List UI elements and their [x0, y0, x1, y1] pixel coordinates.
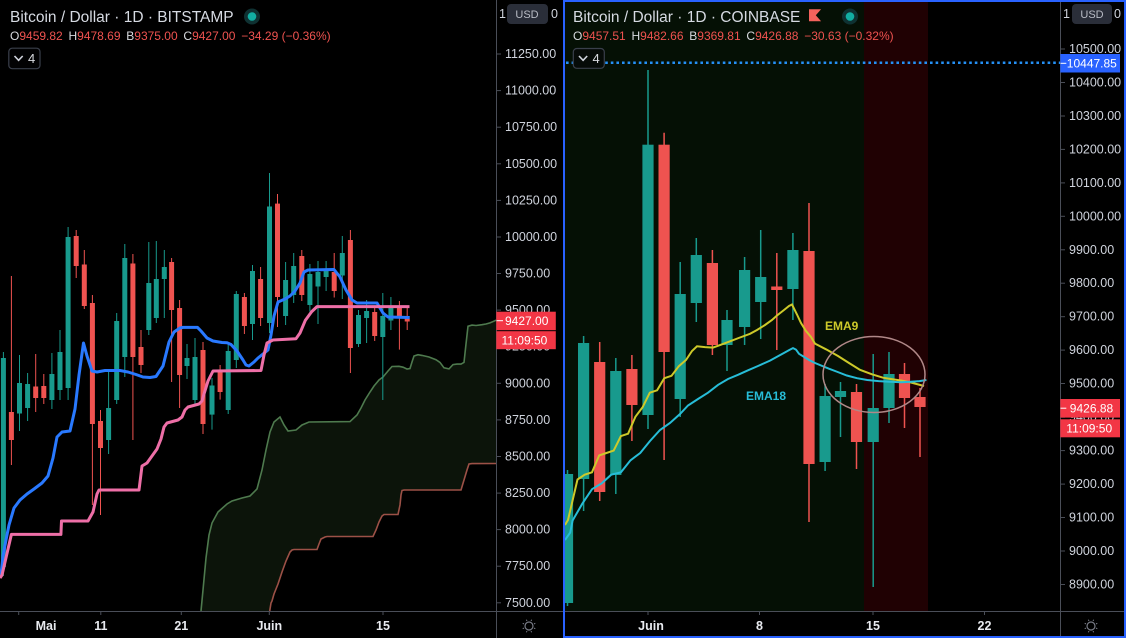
- svg-text:11:09:50: 11:09:50: [1066, 421, 1112, 435]
- svg-text:9600.00: 9600.00: [1069, 343, 1114, 357]
- svg-text:9500.00: 9500.00: [1069, 377, 1114, 391]
- svg-text:1: 1: [1063, 7, 1070, 21]
- svg-text:8500.00: 8500.00: [505, 450, 550, 464]
- svg-text:10400.00: 10400.00: [1069, 76, 1121, 90]
- svg-text:Juin: Juin: [638, 619, 664, 633]
- svg-text:9000.00: 9000.00: [505, 376, 550, 390]
- svg-text:8250.00: 8250.00: [505, 486, 550, 500]
- svg-text:7750.00: 7750.00: [505, 559, 550, 573]
- svg-text:11250.00: 11250.00: [505, 47, 556, 61]
- svg-text:22: 22: [978, 619, 992, 633]
- svg-text:11000.00: 11000.00: [505, 84, 556, 98]
- svg-text:9427.00: 9427.00: [505, 314, 549, 328]
- svg-text:EMA18: EMA18: [746, 389, 786, 403]
- svg-text:10000.00: 10000.00: [505, 230, 557, 244]
- svg-text:9000.00: 9000.00: [1069, 544, 1114, 558]
- svg-text:4: 4: [28, 51, 35, 66]
- svg-text:15: 15: [376, 619, 390, 633]
- svg-text:15: 15: [866, 619, 880, 633]
- svg-text:21: 21: [174, 619, 188, 633]
- svg-text:10250.00: 10250.00: [505, 193, 557, 207]
- svg-text:10750.00: 10750.00: [505, 120, 557, 134]
- svg-text:10500.00: 10500.00: [505, 157, 557, 171]
- svg-text:9300.00: 9300.00: [1069, 444, 1114, 458]
- svg-text:9200.00: 9200.00: [1069, 477, 1114, 491]
- svg-text:EMA9: EMA9: [825, 319, 859, 333]
- svg-text:Mai: Mai: [36, 619, 57, 633]
- svg-text:USD: USD: [515, 9, 538, 21]
- svg-text:1: 1: [499, 7, 506, 21]
- svg-text:9900.00: 9900.00: [1069, 243, 1114, 257]
- svg-text:8900.00: 8900.00: [1069, 578, 1114, 592]
- svg-text:10447.85: 10447.85: [1067, 56, 1117, 70]
- svg-text:O9459.82 H9478.69 B9375.00: O9459.82 H9478.69 B9375.00 C9427.00 −34.…: [10, 29, 331, 43]
- svg-text:10300.00: 10300.00: [1069, 109, 1121, 123]
- svg-text:10500.00: 10500.00: [1069, 42, 1121, 56]
- svg-text:9100.00: 9100.00: [1069, 511, 1114, 525]
- svg-text:9700.00: 9700.00: [1069, 310, 1114, 324]
- svg-text:7500.00: 7500.00: [505, 596, 550, 610]
- svg-text:10000.00: 10000.00: [1069, 209, 1121, 223]
- svg-text:11: 11: [94, 619, 107, 633]
- svg-text:9800.00: 9800.00: [1069, 276, 1114, 290]
- svg-text:10200.00: 10200.00: [1069, 142, 1121, 156]
- svg-text:4: 4: [593, 51, 600, 66]
- svg-text:0: 0: [1114, 7, 1121, 21]
- svg-text:0: 0: [551, 7, 558, 21]
- svg-text:USD: USD: [1080, 9, 1103, 21]
- svg-text:8750.00: 8750.00: [505, 413, 550, 427]
- svg-text:11:09:50: 11:09:50: [502, 333, 548, 347]
- svg-text:O9457.51 H9482.66 B9369.81: O9457.51 H9482.66 B9369.81 C9426.88 −30.…: [573, 29, 894, 43]
- svg-text:Juin: Juin: [256, 619, 282, 633]
- svg-text:Bitcoin / Dollar · 1D · BITSTA: Bitcoin / Dollar · 1D · BITSTAMP: [10, 9, 234, 26]
- svg-text:Bitcoin / Dollar · 1D · COINBA: Bitcoin / Dollar · 1D · COINBASE: [573, 9, 800, 26]
- svg-text:10100.00: 10100.00: [1069, 176, 1121, 190]
- svg-text:8000.00: 8000.00: [505, 523, 550, 537]
- svg-text:9750.00: 9750.00: [505, 267, 550, 281]
- svg-text:8: 8: [756, 619, 763, 633]
- svg-text:9426.88: 9426.88: [1070, 402, 1114, 416]
